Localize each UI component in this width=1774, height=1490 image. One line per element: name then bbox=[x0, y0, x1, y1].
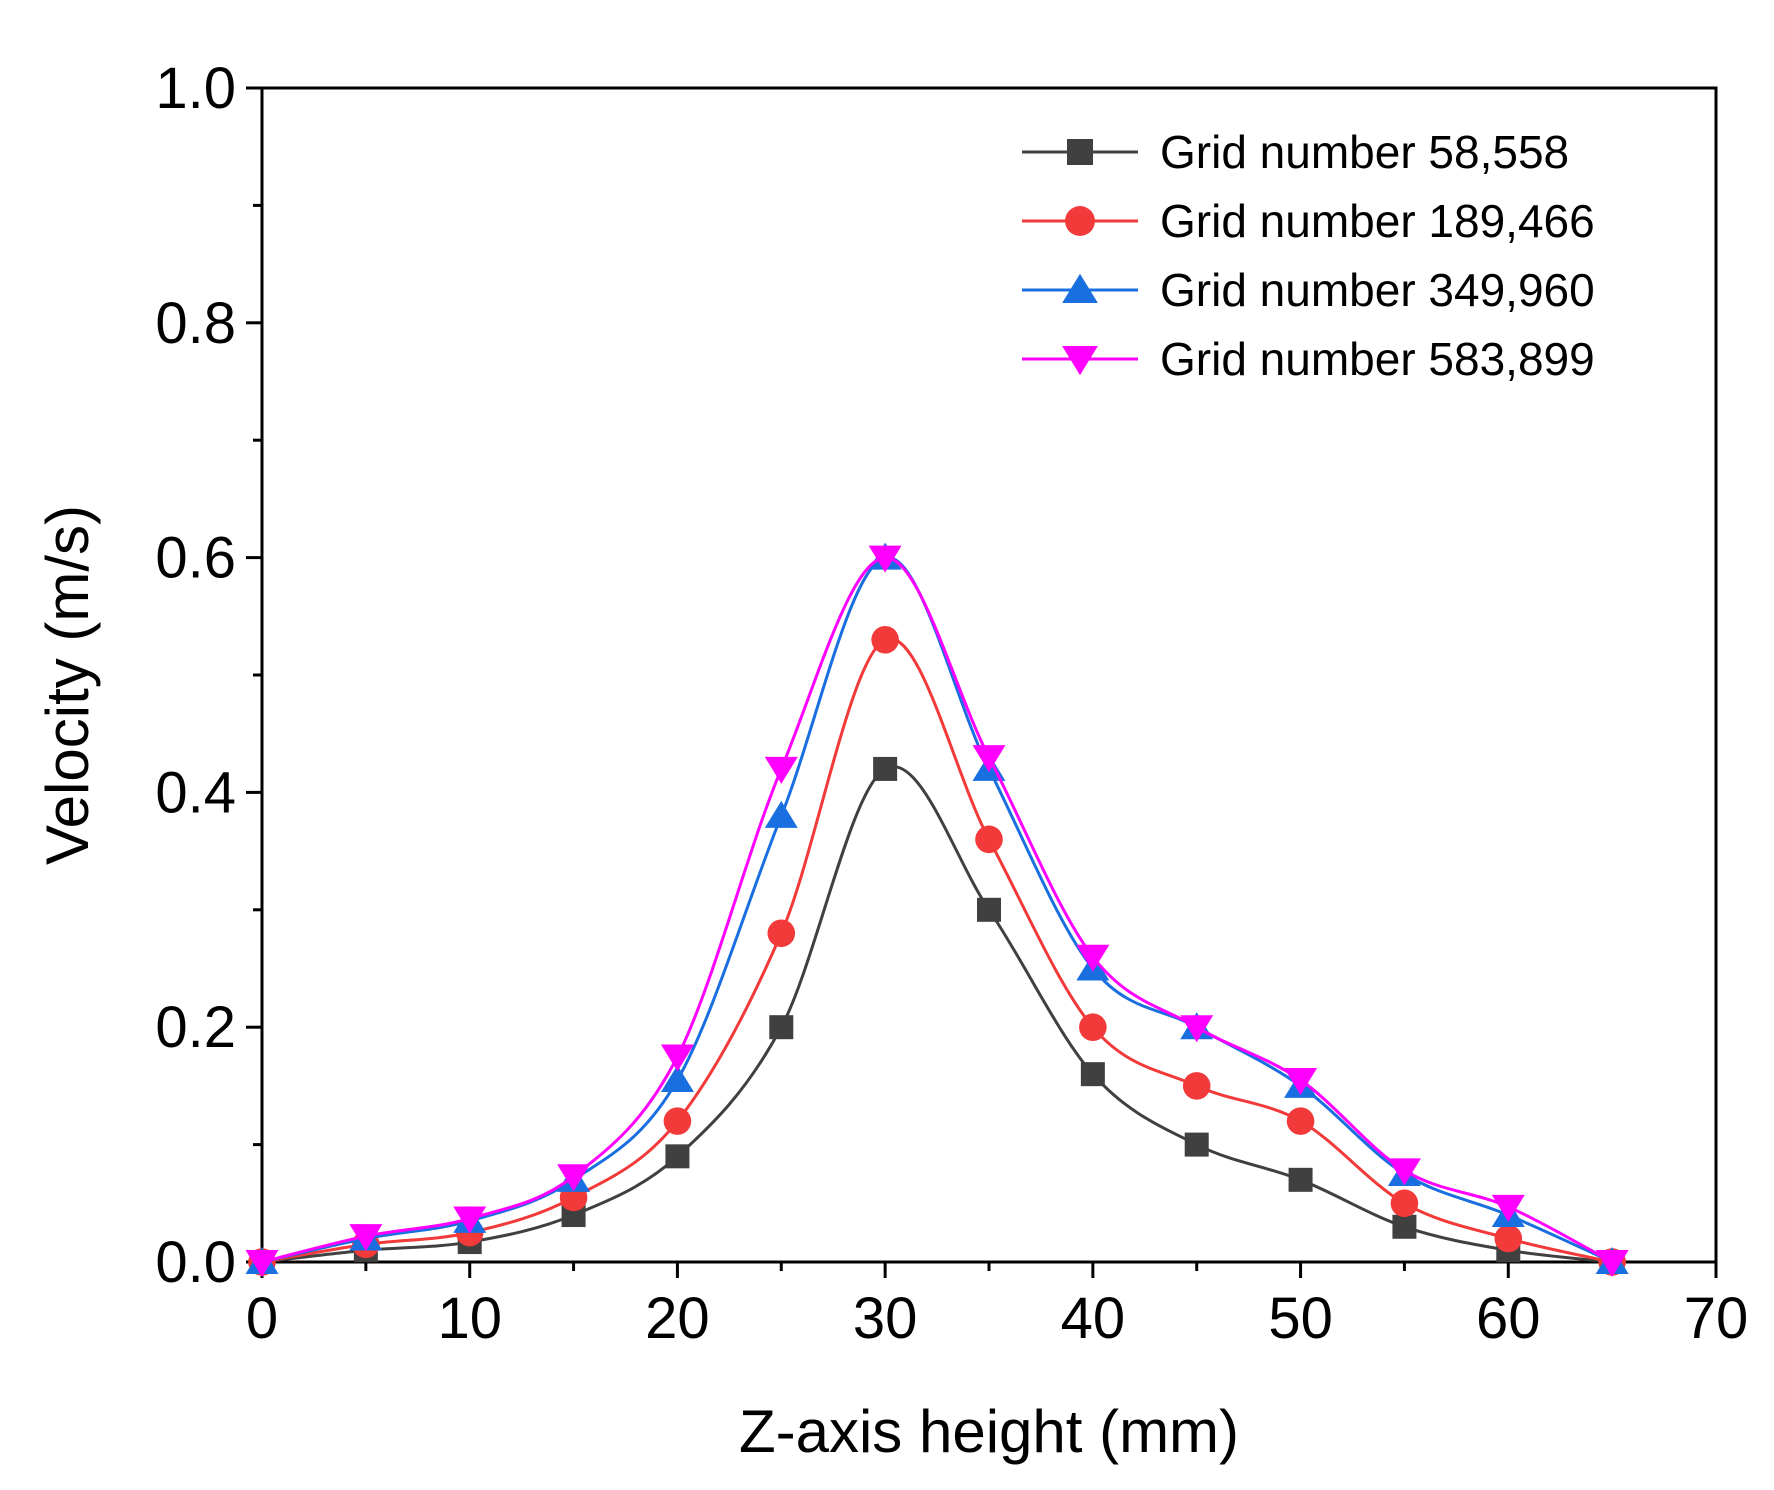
data-point bbox=[1076, 944, 1110, 972]
data-point bbox=[660, 1044, 694, 1072]
data-point bbox=[764, 800, 798, 828]
x-tick-label: 70 bbox=[1684, 1286, 1749, 1351]
x-tick-label: 30 bbox=[853, 1286, 918, 1351]
data-point bbox=[665, 1144, 690, 1169]
data-point bbox=[873, 756, 898, 781]
data-point bbox=[764, 756, 798, 784]
legend-marker bbox=[1065, 206, 1095, 236]
x-tick-label: 50 bbox=[1268, 1286, 1333, 1351]
data-point bbox=[453, 1206, 487, 1234]
series-line bbox=[261, 556, 1613, 1264]
legend-item: Grid number 189,466 bbox=[1022, 195, 1595, 247]
data-point bbox=[1288, 1167, 1313, 1192]
series-4 bbox=[245, 545, 1629, 1277]
legend-item: Grid number 349,960 bbox=[1022, 264, 1595, 316]
y-tick-label: 1.0 bbox=[155, 56, 236, 121]
x-tick-label: 40 bbox=[1061, 1286, 1126, 1351]
legend-item: Grid number 583,899 bbox=[1022, 333, 1595, 385]
data-point bbox=[1180, 1015, 1214, 1043]
series-1 bbox=[250, 756, 1625, 1274]
data-point bbox=[663, 1107, 692, 1135]
data-point bbox=[1286, 1107, 1315, 1135]
series-line bbox=[261, 556, 1613, 1264]
legend-marker bbox=[1062, 346, 1098, 376]
data-point bbox=[975, 825, 1003, 854]
data-point bbox=[1595, 1250, 1629, 1277]
data-point bbox=[871, 625, 899, 654]
data-point bbox=[1392, 1214, 1417, 1239]
axes: 0 10 20 30 40 50 60 70 0.0 0.2 0.4 0.6 0.8 1.0 bbox=[155, 56, 1748, 1351]
y-tick-label: 0.8 bbox=[155, 291, 236, 356]
x-tick-label: 10 bbox=[437, 1286, 502, 1351]
data-point bbox=[977, 897, 1001, 922]
legend-marker bbox=[1062, 273, 1098, 303]
y-tick-label: 0.4 bbox=[155, 760, 236, 825]
x-tick-label: 20 bbox=[645, 1286, 710, 1351]
data-point bbox=[1390, 1189, 1419, 1218]
data-point bbox=[1184, 1132, 1209, 1157]
y-tick-label: 0.2 bbox=[155, 995, 236, 1060]
legend-label: Grid number 583,899 bbox=[1160, 333, 1595, 385]
data-point bbox=[1387, 1158, 1421, 1186]
data-point bbox=[1284, 1068, 1318, 1096]
data-point bbox=[557, 1164, 591, 1192]
series-line bbox=[261, 765, 1613, 1264]
data-point bbox=[767, 919, 796, 948]
data-point bbox=[868, 545, 902, 573]
data-point bbox=[1080, 1062, 1105, 1087]
legend-label: Grid number 189,466 bbox=[1160, 195, 1595, 247]
x-axis-title: Z-axis height (mm) bbox=[739, 1398, 1239, 1465]
y-tick-label: 0.0 bbox=[155, 1230, 236, 1295]
legend-label: Grid number 58,558 bbox=[1160, 126, 1569, 178]
data-point bbox=[1079, 1013, 1107, 1041]
data-point bbox=[660, 1065, 694, 1093]
data-point bbox=[1491, 1194, 1525, 1222]
y-axis-title: Velocity (m/s) bbox=[34, 505, 101, 865]
series-3 bbox=[245, 542, 1629, 1274]
data-point bbox=[769, 1015, 794, 1040]
legend-item: Grid number 58,558 bbox=[1022, 126, 1569, 178]
x-tick-label: 60 bbox=[1476, 1286, 1541, 1351]
series-group bbox=[245, 542, 1629, 1277]
legend: Grid number 58,558 Grid number 189,466 Gri… bbox=[1022, 126, 1595, 385]
series-line bbox=[261, 637, 1613, 1264]
data-point bbox=[1182, 1072, 1211, 1100]
y-tick-label: 0.6 bbox=[155, 526, 236, 591]
data-point bbox=[1494, 1224, 1523, 1253]
data-point bbox=[349, 1224, 383, 1252]
legend-label: Grid number 349,960 bbox=[1160, 264, 1595, 316]
x-tick-label: 0 bbox=[246, 1286, 278, 1351]
data-point bbox=[245, 1250, 279, 1277]
legend-marker bbox=[1067, 139, 1093, 165]
data-point bbox=[972, 745, 1006, 773]
